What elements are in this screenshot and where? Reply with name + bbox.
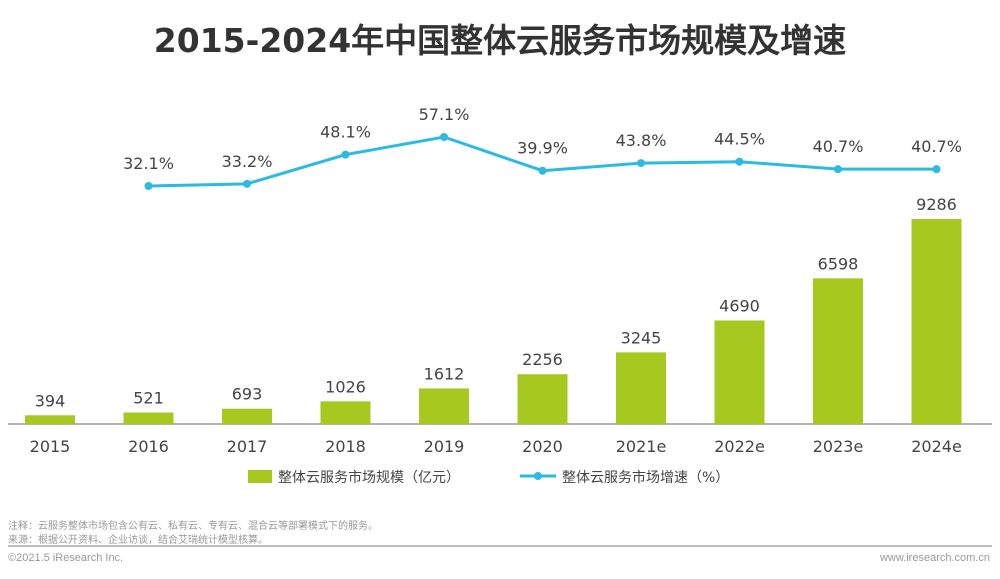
growth-point (144, 182, 153, 190)
x-tick-label: 2018 (325, 437, 366, 456)
bar (517, 374, 568, 424)
footnote: 注释：云服务整体市场包含公有云、私有云、专有云、混合云等部署模式下的服务。 (8, 521, 378, 532)
growth-point (932, 165, 941, 174)
website: www.iresearch.com.cn (879, 552, 990, 564)
legend-line-marker (534, 472, 542, 480)
growth-value-label: 44.5% (714, 130, 765, 149)
x-tick-label: 2024e (911, 437, 962, 456)
bar-value-label: 1612 (424, 364, 465, 383)
bar (123, 412, 174, 424)
growth-point (440, 133, 448, 141)
bar (714, 320, 765, 424)
x-tick-label: 2021e (616, 437, 667, 456)
bar-value-label: 6598 (818, 254, 859, 273)
bar (320, 401, 371, 424)
legend-bar-label: 整体云服务市场规模（亿元） (278, 469, 460, 486)
growth-value-label: 40.7% (813, 137, 864, 156)
bar-value-label: 1026 (325, 377, 366, 396)
bar (25, 415, 75, 424)
growth-point (834, 165, 842, 174)
growth-point (243, 179, 251, 188)
bar (616, 352, 666, 424)
bar (911, 219, 962, 424)
bar (813, 278, 863, 424)
footer-divider (8, 545, 992, 547)
x-tick-label: 2019 (424, 437, 465, 456)
x-tick-label: 2022e (714, 437, 765, 456)
growth-value-label: 33.2% (222, 152, 273, 171)
bar-value-label: 394 (35, 391, 66, 410)
growth-value-label: 32.1% (123, 154, 174, 173)
growth-point (538, 166, 547, 175)
x-tick-label: 2020 (522, 437, 563, 456)
growth-point (735, 157, 744, 166)
growth-value-label: 57.1% (419, 105, 470, 124)
source-note: 来源：根据公开资料、企业访谈，结合艾瑞统计模型核算。 (8, 535, 268, 546)
bar (222, 408, 272, 424)
x-tick-label: 2023e (813, 437, 864, 456)
bar-value-label: 4690 (719, 296, 760, 315)
x-tick-label: 2015 (30, 437, 71, 456)
legend-bar-swatch (248, 470, 272, 483)
bar-value-label: 9286 (916, 195, 957, 214)
growth-value-label: 39.9% (517, 139, 568, 158)
chart-title: 2015-2024年中国整体云服务市场规模及增速 (153, 21, 847, 60)
x-tick-label: 2017 (227, 437, 268, 456)
bar-value-label: 521 (133, 388, 164, 407)
bar-value-label: 693 (232, 385, 263, 404)
growth-value-label: 48.1% (320, 123, 371, 142)
copyright: ©2021.5 iResearch Inc. (8, 552, 124, 564)
bar-value-label: 2256 (522, 350, 563, 369)
growth-value-label: 43.8% (616, 131, 667, 150)
x-tick-label: 2016 (128, 437, 169, 456)
bar (419, 388, 469, 424)
growth-point (341, 150, 350, 159)
bar-value-label: 3245 (621, 328, 662, 347)
growth-point (637, 159, 645, 168)
growth-value-label: 40.7% (911, 137, 962, 156)
legend-line-label: 整体云服务市场增速（%） (562, 469, 729, 486)
